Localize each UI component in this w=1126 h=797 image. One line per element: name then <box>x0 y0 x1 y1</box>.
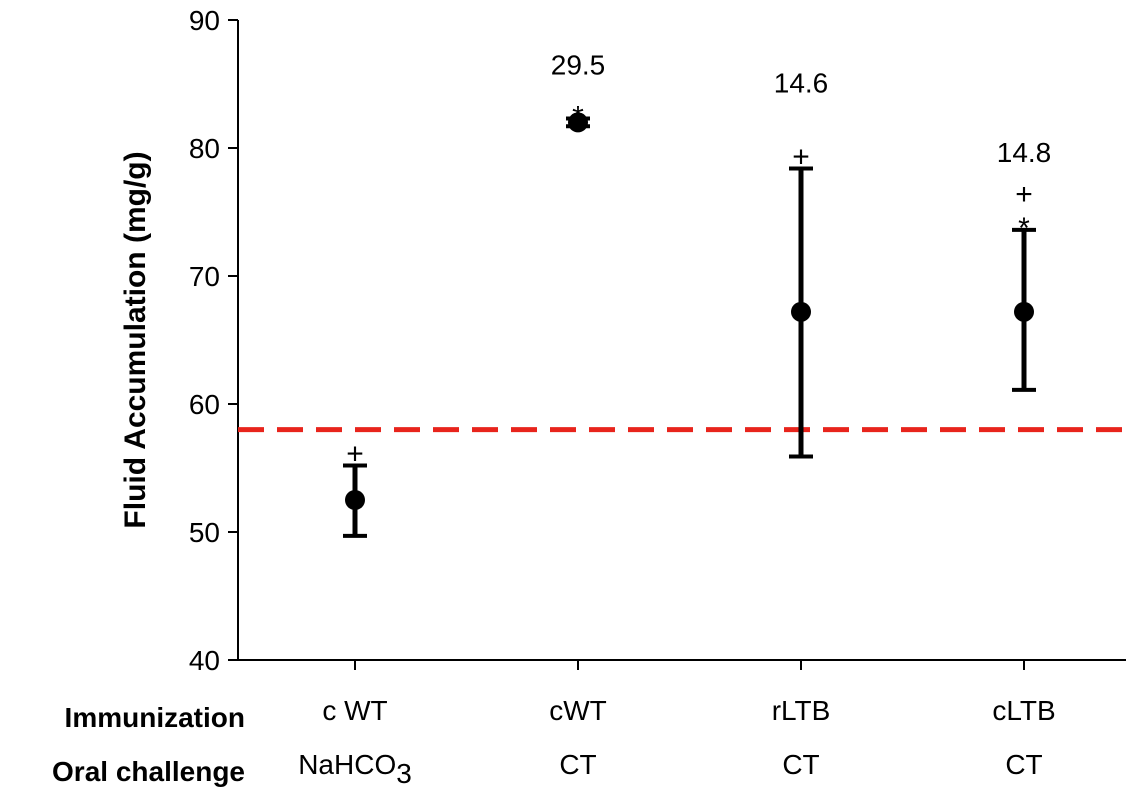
y-axis-label: Fluid Accumulation (mg/g) <box>119 151 152 528</box>
category-challenge-label: CT <box>559 749 596 780</box>
significance-plus: + <box>1015 178 1033 211</box>
y-tick-label: 40 <box>189 645 220 676</box>
category-labels: c WT NaHCO3 cWT CT rLTB CT cLTB CT <box>298 695 1055 789</box>
category-immunization-label: cLTB <box>992 695 1055 726</box>
row-label-oral-challenge: Oral challenge <box>52 756 245 787</box>
data-point <box>345 490 365 510</box>
significance-plus: + <box>792 140 810 173</box>
data-point <box>1014 301 1034 322</box>
significance-plus: + <box>346 437 364 470</box>
category-immunization-label: cWT <box>549 695 607 726</box>
row-label-immunization: Immunization <box>65 702 245 733</box>
y-ticks: 40 50 60 70 80 90 <box>189 5 238 676</box>
category-challenge-label: CT <box>1005 749 1042 780</box>
data-series <box>343 112 1036 538</box>
y-tick-label: 50 <box>189 517 220 548</box>
category-challenge-label: NaHCO3 <box>298 749 412 789</box>
data-point <box>568 112 588 133</box>
x-ticks <box>354 660 1025 670</box>
category-immunization-label: c WT <box>322 695 387 726</box>
annotations: +*29.5+14.6*+14.8 <box>346 50 1051 471</box>
value-annotation: 14.6 <box>774 67 829 98</box>
y-tick-label: 80 <box>189 133 220 164</box>
significance-asterisk: * <box>572 101 584 134</box>
y-tick-label: 90 <box>189 5 220 36</box>
y-tick-label: 70 <box>189 261 220 292</box>
axes <box>237 20 1126 661</box>
category-immunization-label: rLTB <box>772 695 831 726</box>
category-challenge-label: CT <box>782 749 819 780</box>
value-annotation: 29.5 <box>551 50 606 81</box>
data-point <box>791 301 811 322</box>
significance-asterisk: * <box>1018 212 1030 245</box>
challenge-subscript: 3 <box>396 758 412 789</box>
y-tick-label: 60 <box>189 389 220 420</box>
value-annotation: 14.8 <box>997 137 1052 168</box>
